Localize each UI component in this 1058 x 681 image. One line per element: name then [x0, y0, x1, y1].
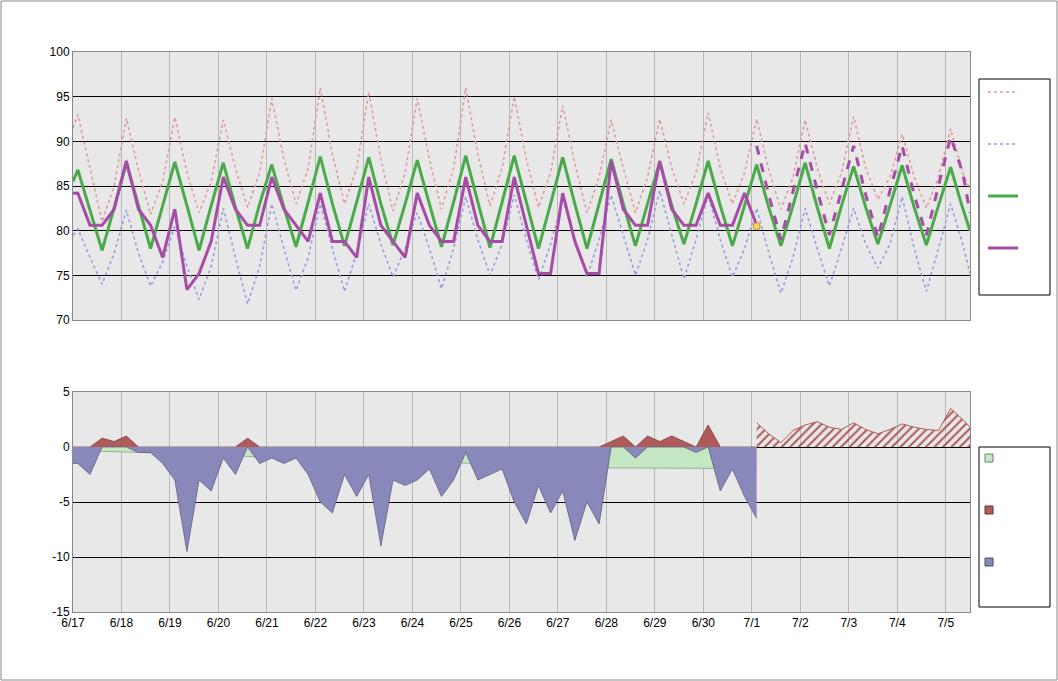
svg-text:-10: -10 — [52, 550, 70, 564]
svg-text:6/30: 6/30 — [692, 616, 716, 630]
svg-text:75: 75 — [56, 269, 70, 283]
svg-text:-15: -15 — [52, 605, 70, 619]
svg-text:6/18: 6/18 — [110, 616, 134, 630]
svg-text:6/23: 6/23 — [352, 616, 376, 630]
svg-text:80: 80 — [56, 224, 70, 238]
svg-text:6/20: 6/20 — [207, 616, 231, 630]
svg-text:6/17: 6/17 — [61, 616, 85, 630]
svg-text:6/28: 6/28 — [595, 616, 619, 630]
svg-text:6/24: 6/24 — [401, 616, 425, 630]
svg-text:6/27: 6/27 — [546, 616, 570, 630]
svg-text:70: 70 — [56, 313, 70, 327]
svg-text:-5: -5 — [59, 495, 70, 509]
svg-text:7/1: 7/1 — [743, 616, 760, 630]
svg-text:6/26: 6/26 — [498, 616, 522, 630]
svg-text:7/4: 7/4 — [889, 616, 906, 630]
svg-text:7/5: 7/5 — [937, 616, 954, 630]
svg-text:7/2: 7/2 — [792, 616, 809, 630]
svg-text:90: 90 — [56, 135, 70, 149]
svg-text:6/22: 6/22 — [304, 616, 328, 630]
svg-text:6/19: 6/19 — [158, 616, 182, 630]
svg-text:6/21: 6/21 — [255, 616, 279, 630]
svg-text:85: 85 — [56, 179, 70, 193]
svg-text:100: 100 — [50, 45, 70, 59]
svg-text:5: 5 — [63, 385, 70, 399]
svg-text:0: 0 — [63, 440, 70, 454]
svg-text:6/29: 6/29 — [643, 616, 667, 630]
svg-text:7/3: 7/3 — [840, 616, 857, 630]
svg-text:95: 95 — [56, 90, 70, 104]
svg-text:6/25: 6/25 — [449, 616, 473, 630]
